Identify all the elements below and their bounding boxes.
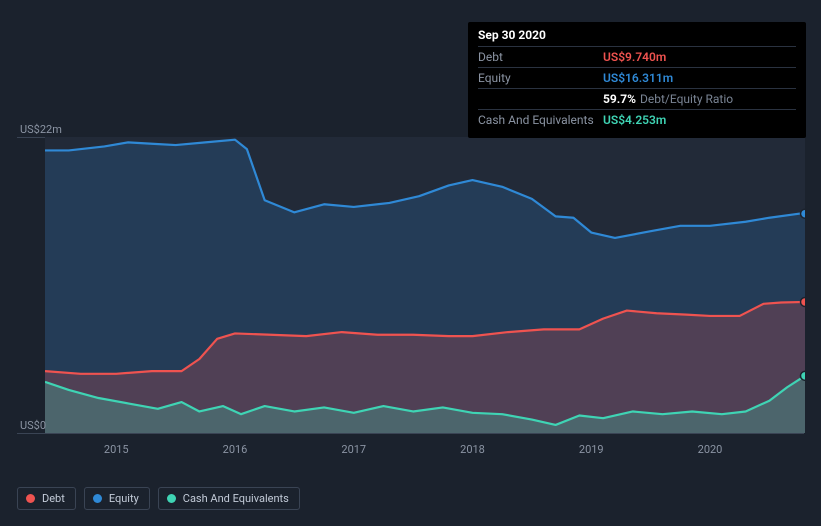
chart-legend: Debt Equity Cash And Equivalents xyxy=(17,487,300,510)
y-axis-label-max: US$22m xyxy=(20,123,62,136)
x-axis-label: 2015 xyxy=(104,443,129,456)
tooltip-date: Sep 30 2020 xyxy=(478,28,796,46)
legend-label: Cash And Equivalents xyxy=(183,492,289,505)
legend-swatch xyxy=(167,494,176,503)
x-axis-label: 2016 xyxy=(223,443,248,456)
chart-plot[interactable] xyxy=(45,137,805,433)
tooltip-row: 59.7%Debt/Equity Ratio xyxy=(478,88,796,109)
legend-item-equity[interactable]: Equity xyxy=(84,487,150,510)
tooltip-row-label: Equity xyxy=(478,71,603,85)
cash-end-marker xyxy=(801,371,806,380)
tooltip-row-value: 59.7%Debt/Equity Ratio xyxy=(603,92,733,106)
tooltip-row: DebtUS$9.740m xyxy=(478,46,796,67)
legend-label: Equity xyxy=(109,492,139,505)
equity-end-marker xyxy=(801,209,806,218)
x-axis-label: 2019 xyxy=(579,443,604,456)
legend-label: Debt xyxy=(42,492,65,505)
tooltip-row-label xyxy=(478,92,603,106)
x-axis-label: 2017 xyxy=(341,443,366,456)
tooltip-row-value: US$9.740m xyxy=(603,50,666,64)
tooltip-row-value: US$4.253m xyxy=(603,113,666,127)
tooltip-row-value: US$16.311m xyxy=(603,71,673,85)
legend-swatch xyxy=(93,494,102,503)
legend-item-cash-and-equivalents[interactable]: Cash And Equivalents xyxy=(158,487,300,510)
x-axis-label: 2020 xyxy=(698,443,723,456)
tooltip-row: EquityUS$16.311m xyxy=(478,67,796,88)
y-gridline xyxy=(17,433,804,434)
debt-end-marker xyxy=(801,297,806,306)
legend-item-debt[interactable]: Debt xyxy=(17,487,76,510)
y-axis-label-min: US$0 xyxy=(20,419,46,432)
tooltip-row: Cash And EquivalentsUS$4.253m xyxy=(478,109,796,130)
financial-chart: Sep 30 2020 DebtUS$9.740mEquityUS$16.311… xyxy=(0,0,821,526)
legend-swatch xyxy=(26,494,35,503)
tooltip-row-label: Cash And Equivalents xyxy=(478,113,603,127)
tooltip-row-suffix: Debt/Equity Ratio xyxy=(640,92,733,106)
x-axis-label: 2018 xyxy=(460,443,485,456)
chart-tooltip: Sep 30 2020 DebtUS$9.740mEquityUS$16.311… xyxy=(468,22,806,138)
tooltip-row-label: Debt xyxy=(478,50,603,64)
